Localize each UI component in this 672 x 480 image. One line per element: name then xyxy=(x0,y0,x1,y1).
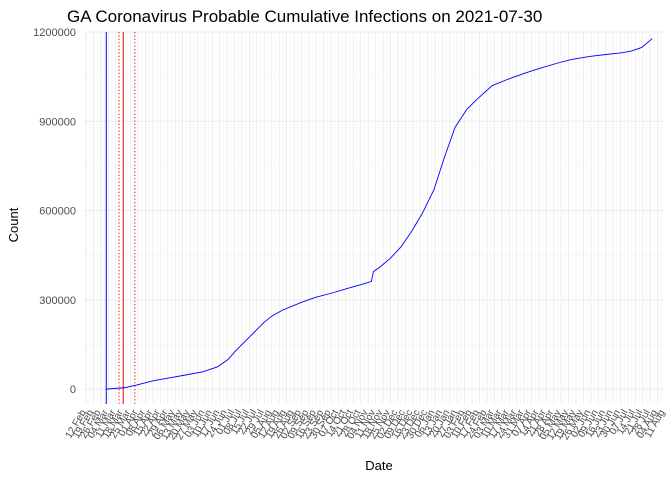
x-axis-title: Date xyxy=(365,458,392,473)
series-line xyxy=(106,38,653,390)
reference-lines xyxy=(105,32,136,404)
y-tick-label: 0 xyxy=(70,384,76,396)
chart-title: GA Coronavirus Probable Cumulative Infec… xyxy=(67,7,542,26)
y-axis-title: Count xyxy=(6,207,21,242)
y-tick-label: 600000 xyxy=(39,206,76,218)
series-layer xyxy=(106,38,653,390)
major-gridlines xyxy=(84,31,664,404)
y-tick-label: 1200000 xyxy=(33,27,76,39)
y-tick-label: 300000 xyxy=(39,295,76,307)
y-tick-label: 900000 xyxy=(39,116,76,128)
y-tick-labels: 0 300000 600000 900000 1200000 xyxy=(33,27,76,396)
minor-gridlines xyxy=(84,32,664,404)
